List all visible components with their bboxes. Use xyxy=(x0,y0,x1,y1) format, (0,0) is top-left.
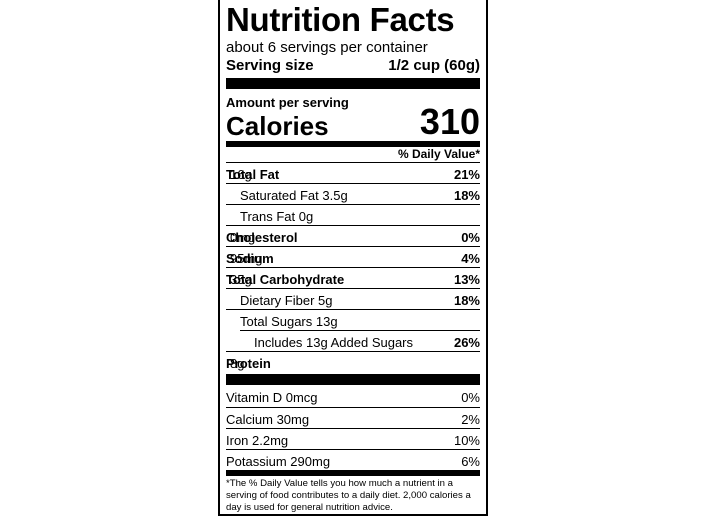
nutrient-name: Trans Fat 0g xyxy=(240,209,314,224)
nutrient-name: Sodium xyxy=(226,251,274,266)
nutrient-row: Includes 13g Added Sugars 26% xyxy=(240,330,480,352)
nutrient-row: Trans Fat 0g xyxy=(226,204,480,226)
title: Nutrition Facts xyxy=(226,1,455,38)
nutrient-name: Total Carbohydrate xyxy=(226,272,345,287)
calories-value: 310 xyxy=(419,101,480,142)
nutrition-label: Nutrition Facts about 6 servings per con… xyxy=(218,0,488,516)
daily-value: 2% xyxy=(461,412,480,427)
nutrient-row: Total Sugars 13g xyxy=(226,309,480,331)
nutrient-name: Includes 13g Added Sugars xyxy=(254,335,414,350)
daily-value: 26% xyxy=(453,335,480,350)
nutrient-row: Total Carbohydrate 35g 13% xyxy=(226,267,480,289)
daily-value: 10% xyxy=(453,433,480,448)
nutrient-name: Saturated Fat 3.5g xyxy=(240,188,348,203)
daily-value: 18% xyxy=(453,188,480,203)
thick-rule xyxy=(226,141,480,147)
vitamin-row: Iron 2.2mg 10% xyxy=(226,428,480,450)
nutrient-name: Total Sugars 13g xyxy=(240,314,338,329)
nutrient-name: Dietary Fiber 5g xyxy=(240,293,333,308)
daily-value: 13% xyxy=(453,272,480,287)
nutrient-name: Protein xyxy=(226,356,271,371)
nutrient-row: Sodium 95mg 4% xyxy=(226,246,480,268)
footnote: *The % Daily Value tells you how much a … xyxy=(226,478,471,513)
daily-value: 18% xyxy=(453,293,480,308)
nutrient-name: Total Fat xyxy=(226,167,280,182)
daily-value: 21% xyxy=(453,167,480,182)
vitamin-name: Potassium 290mg xyxy=(226,454,331,469)
daily-value: 0% xyxy=(461,390,480,405)
amount-per-serving: Amount per serving xyxy=(226,95,349,110)
vitamin-name: Calcium 30mg xyxy=(226,412,310,427)
nutrient-row: Cholesterol 0mg 0% xyxy=(226,225,480,247)
vitamin-name: Vitamin D 0mcg xyxy=(226,390,318,405)
vitamin-name: Iron 2.2mg xyxy=(226,433,289,448)
nutrient-amount: 35g xyxy=(230,272,252,287)
serving-size-label: Serving size xyxy=(226,57,314,74)
nutrient-name: Cholesterol xyxy=(226,230,298,245)
nutrient-row: Total Fat 16g 21% xyxy=(226,162,480,184)
daily-value: 0% xyxy=(461,230,480,245)
thick-rule xyxy=(226,374,480,385)
nutrient-row: Saturated Fat 3.5g 18% xyxy=(226,183,480,205)
vitamin-row: Calcium 30mg 2% xyxy=(226,407,480,429)
thick-rule xyxy=(226,470,480,476)
calories-label: Calories xyxy=(226,111,329,141)
nutrient-amount: 0mg xyxy=(230,230,256,245)
servings: about 6 servings per container xyxy=(226,39,428,56)
nutrient-row: Dietary Fiber 5g 18% xyxy=(226,288,480,310)
daily-value: 4% xyxy=(461,251,480,266)
daily-value-header: % Daily Value* xyxy=(397,147,480,161)
vitamin-row: Potassium 290mg 6% xyxy=(226,449,480,471)
thick-rule xyxy=(226,78,480,89)
nutrient-amount: 8g xyxy=(230,356,245,371)
nutrient-amount: 16g xyxy=(230,167,252,182)
serving-size-value: 1/2 cup (60g) xyxy=(388,57,480,74)
daily-value: 6% xyxy=(461,454,480,469)
vitamin-row: Vitamin D 0mcg 0% xyxy=(226,386,480,407)
nutrient-row: Protein 8g xyxy=(226,351,480,373)
nutrient-amount: 95mg xyxy=(230,251,263,266)
